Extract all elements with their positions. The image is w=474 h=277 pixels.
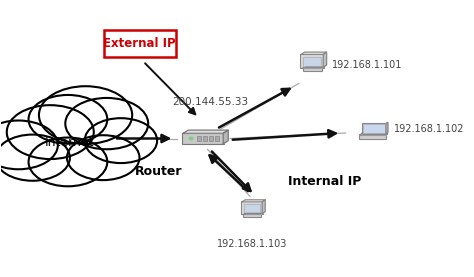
FancyBboxPatch shape: [182, 133, 224, 144]
FancyBboxPatch shape: [364, 124, 385, 133]
Text: 192.168.1.103: 192.168.1.103: [217, 239, 287, 249]
FancyBboxPatch shape: [198, 136, 201, 141]
Polygon shape: [244, 213, 263, 214]
FancyBboxPatch shape: [241, 201, 263, 214]
FancyBboxPatch shape: [243, 214, 261, 217]
FancyBboxPatch shape: [210, 136, 213, 141]
Circle shape: [7, 105, 94, 159]
Circle shape: [39, 86, 132, 144]
FancyBboxPatch shape: [13, 137, 126, 153]
FancyBboxPatch shape: [359, 135, 386, 139]
Text: 200.144.55.33: 200.144.55.33: [172, 97, 248, 107]
Text: Router: Router: [135, 165, 182, 178]
Polygon shape: [242, 200, 265, 202]
Circle shape: [28, 95, 107, 144]
Circle shape: [0, 135, 70, 181]
Text: Internet: Internet: [45, 136, 94, 149]
Polygon shape: [386, 122, 388, 133]
FancyBboxPatch shape: [303, 57, 321, 66]
Polygon shape: [223, 130, 228, 144]
FancyBboxPatch shape: [301, 54, 324, 68]
Polygon shape: [183, 130, 228, 133]
Polygon shape: [303, 67, 324, 68]
Polygon shape: [301, 52, 327, 55]
Text: 192.168.1.102: 192.168.1.102: [394, 124, 464, 134]
Text: Internal IP: Internal IP: [288, 175, 361, 188]
Polygon shape: [262, 200, 265, 214]
Circle shape: [85, 118, 157, 163]
Circle shape: [67, 135, 139, 180]
Polygon shape: [323, 52, 327, 67]
Circle shape: [65, 98, 148, 149]
FancyBboxPatch shape: [203, 136, 207, 141]
FancyBboxPatch shape: [103, 30, 176, 57]
Circle shape: [189, 137, 193, 140]
FancyBboxPatch shape: [362, 123, 387, 134]
Circle shape: [0, 120, 58, 169]
Polygon shape: [359, 133, 388, 135]
Text: External IP: External IP: [103, 37, 176, 50]
FancyBboxPatch shape: [244, 204, 260, 213]
Circle shape: [28, 138, 107, 186]
FancyBboxPatch shape: [216, 136, 219, 141]
Text: 192.168.1.101: 192.168.1.101: [332, 60, 402, 70]
FancyBboxPatch shape: [302, 68, 322, 71]
